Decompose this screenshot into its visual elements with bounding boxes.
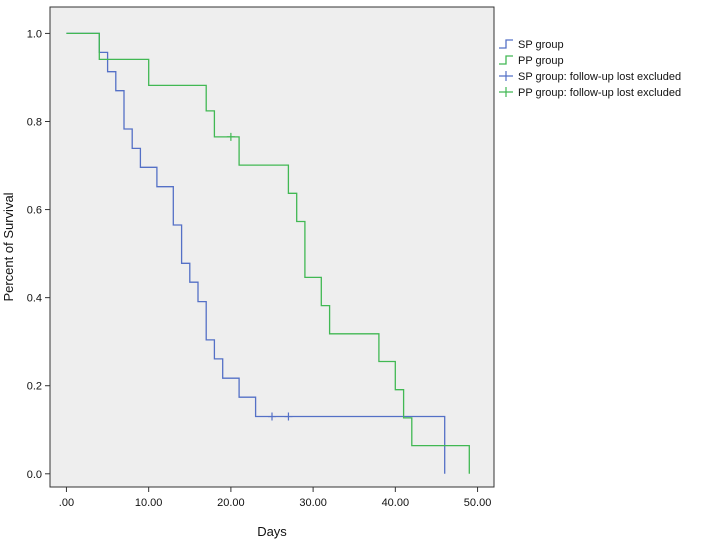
x-tick-label: 40.00 (382, 497, 410, 509)
x-tick-label: 50.00 (464, 497, 492, 509)
x-tick-label: 10.00 (135, 497, 163, 509)
x-axis: .00 10.00 20.00 30.00 40.00 50.00 (59, 487, 492, 509)
legend-label: SP group: follow-up lost excluded (518, 71, 681, 83)
legend-censor-icon (499, 71, 513, 81)
series-line-sp (66, 32, 446, 474)
legend-step-icon (499, 39, 513, 49)
series-layer (66, 32, 470, 474)
y-tick-label: 0.6 (27, 205, 42, 217)
plot-area (49, 6, 495, 488)
legend-label: PP group: follow-up lost excluded (518, 87, 681, 99)
x-tick-label: .00 (59, 497, 74, 509)
y-tick-label: 0.4 (27, 293, 42, 305)
y-tick-label: 0.0 (27, 469, 42, 481)
y-tick-label: 1.0 (27, 28, 42, 40)
legend-step-icon (499, 55, 513, 65)
legend-label: SP group (518, 39, 564, 51)
censor-mark (268, 412, 276, 421)
legend-censor-icon (499, 87, 513, 97)
y-tick-label: 0.8 (27, 116, 42, 128)
legend: SP group PP group SP group: follow-up lost… (499, 39, 681, 99)
x-axis-title: Days (257, 524, 287, 539)
series-line-pp (66, 32, 470, 474)
y-axis-title: Percent of Survival (1, 192, 16, 301)
y-tick-label: 0.2 (27, 381, 42, 393)
x-tick-label: 30.00 (299, 497, 327, 509)
x-tick-label: 20.00 (217, 497, 245, 509)
y-axis: 0.0 0.2 0.4 0.6 0.8 1.0 (27, 28, 50, 481)
legend-label: PP group (518, 55, 564, 67)
censor-mark (226, 132, 235, 141)
censor-mark (284, 412, 293, 421)
